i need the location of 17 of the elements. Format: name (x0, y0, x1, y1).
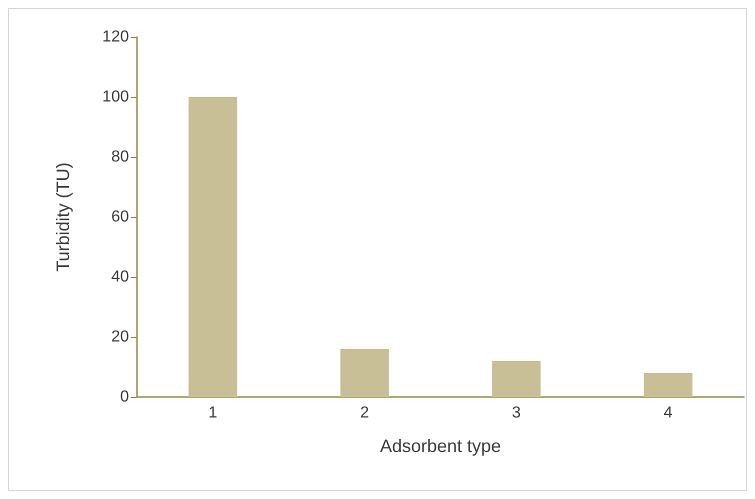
y-tick-label: 0 (120, 388, 130, 406)
x-tick-label: 1 (208, 404, 218, 422)
x-tick-label: 2 (360, 404, 370, 422)
bar (340, 349, 389, 397)
x-tick-label: 4 (664, 404, 673, 422)
y-tick-label: 120 (102, 28, 130, 46)
bar (644, 373, 692, 397)
x-tick-label: 3 (512, 404, 521, 422)
y-axis-title: Turbidity (TU) (53, 162, 73, 272)
y-tick-label: 80 (111, 148, 130, 166)
y-tick-label: 40 (111, 268, 130, 286)
y-tick-label: 60 (111, 208, 130, 226)
x-axis-title: Adsorbent type (380, 436, 502, 456)
y-tick-label: 100 (102, 88, 130, 106)
bar (492, 361, 541, 397)
bar (188, 97, 238, 397)
y-tick-label: 20 (111, 328, 130, 346)
